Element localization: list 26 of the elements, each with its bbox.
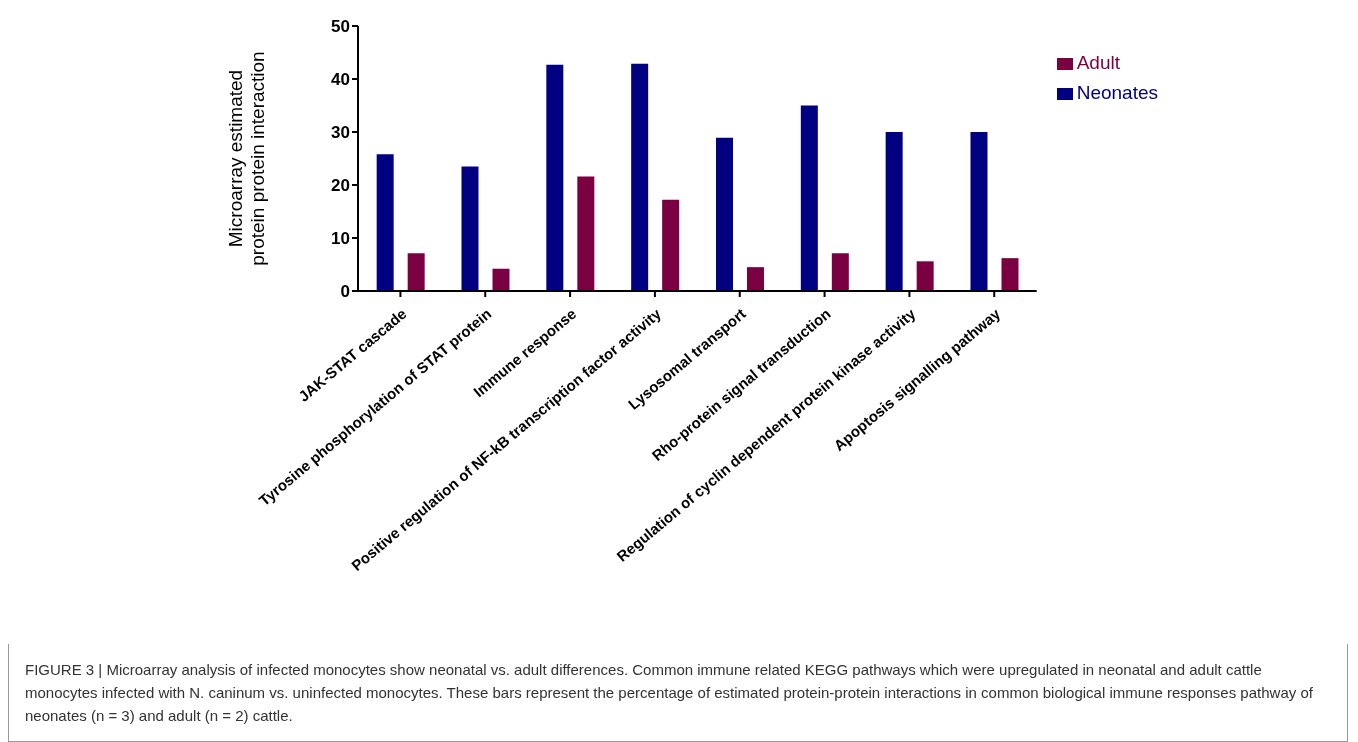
legend-label: Adult — [1076, 52, 1120, 73]
y-tick-label: 50 — [331, 17, 350, 37]
bar — [407, 253, 425, 291]
bar — [885, 132, 903, 291]
bar — [1001, 258, 1019, 291]
caption: FIGURE 3 | Microarray analysis of infected monocytes show neonatal vs. adult differences. Common immune related KEGG pathways which were upregulated in neonatal and adult cattle monocytes infected with N. caninum vs. uninfected monocytes. These bars represent the percentage of estimated protein-protein interactions in common biological immune responses pathway of neonates (n = 3) and adult (n = 2) cattle. — [8, 644, 1348, 742]
y-tick-label: 20 — [331, 176, 350, 196]
bar — [577, 176, 595, 291]
bar — [746, 267, 764, 291]
bar — [800, 105, 818, 291]
y-axis-title: Microarray estimated protein protein interaction — [225, 51, 268, 266]
bar — [831, 253, 849, 291]
y-tick-label: 10 — [331, 229, 350, 249]
bar — [631, 63, 649, 291]
bar — [546, 64, 564, 291]
bar — [461, 166, 479, 291]
bar — [492, 268, 510, 291]
legend-label: Neonates — [1076, 82, 1158, 103]
bar — [715, 137, 733, 291]
y-tick-label: 0 — [340, 282, 350, 302]
bar — [970, 132, 988, 291]
bar — [916, 261, 934, 291]
y-tick-label: 30 — [331, 123, 350, 143]
bar — [376, 154, 394, 291]
bar — [662, 199, 680, 291]
y-tick-label: 40 — [331, 70, 350, 90]
